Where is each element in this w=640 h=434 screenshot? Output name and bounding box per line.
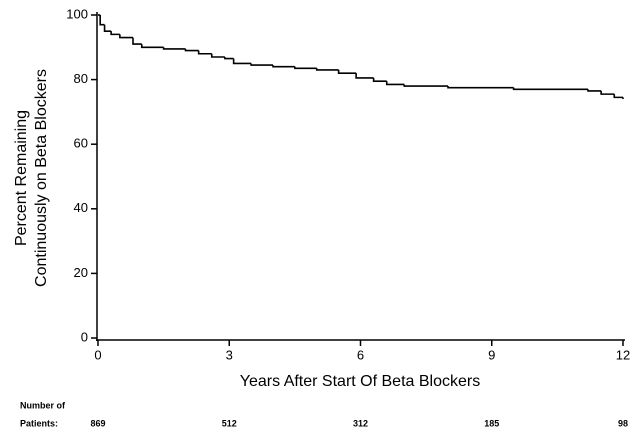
x-tick-label: 12 (616, 347, 630, 362)
x-tick-label: 3 (226, 347, 233, 362)
at-risk-value: 185 (484, 418, 499, 428)
survival-step (315, 68, 339, 71)
y-tick-label: 40 (74, 200, 88, 215)
survival-step (385, 81, 405, 86)
at-risk-value: 512 (222, 418, 237, 428)
survival-step (512, 87, 588, 91)
survival-step (447, 86, 514, 89)
survival-step (613, 94, 623, 99)
at-risk-value: 98 (618, 418, 628, 428)
survival-step (197, 50, 212, 55)
y-tick-label: 20 (74, 265, 88, 280)
survival-step (337, 69, 357, 74)
x-axis-label: Years After Start Of Beta Blockers (240, 373, 480, 390)
survival-step (119, 34, 133, 39)
survival-step (403, 84, 448, 87)
survival-step (224, 56, 234, 60)
survival-step (103, 24, 112, 32)
y-axis-label: Continuously on Beta Blockers (33, 69, 50, 287)
survival-step (600, 90, 615, 95)
survival-step (210, 53, 225, 58)
at-risk-label: Number of (20, 400, 66, 410)
survival-step (140, 44, 164, 49)
survival-step (250, 63, 273, 66)
survival-step (355, 73, 374, 79)
survival-step (294, 66, 317, 70)
y-tick-label: 60 (74, 136, 88, 151)
survival-step (162, 47, 186, 50)
x-tick-label: 9 (488, 347, 495, 362)
at-risk-value: 869 (90, 418, 105, 428)
survival-step (232, 58, 252, 65)
y-tick-label: 100 (66, 6, 88, 21)
x-tick-label: 0 (94, 347, 101, 362)
at-risk-label: Patients: (20, 418, 58, 428)
survival-step (110, 31, 120, 36)
y-tick-label: 0 (81, 329, 88, 344)
survival-step (587, 89, 602, 92)
survival-step (272, 65, 295, 68)
y-axis-label: Percent Remaining (13, 110, 30, 246)
survival-step (184, 48, 199, 52)
survival-step (99, 15, 105, 26)
y-tick-label: 80 (74, 71, 88, 86)
survival-step (372, 77, 387, 83)
at-risk-value: 312 (353, 418, 368, 428)
x-tick-label: 6 (357, 347, 364, 362)
survival-step (132, 37, 142, 45)
